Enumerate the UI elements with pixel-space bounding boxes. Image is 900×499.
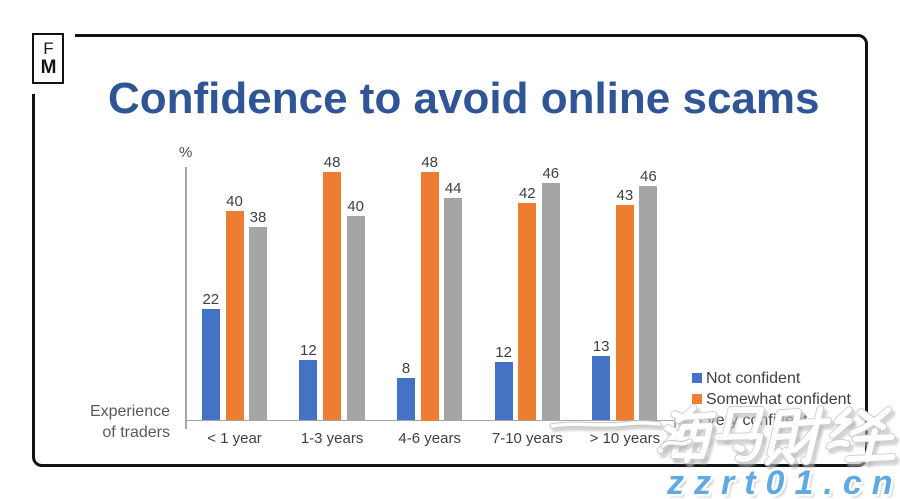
svg-text:zzrt01.cn: zzrt01.cn [669, 467, 900, 499]
svg-text:zzrt01.cn: zzrt01.cn [666, 464, 900, 499]
